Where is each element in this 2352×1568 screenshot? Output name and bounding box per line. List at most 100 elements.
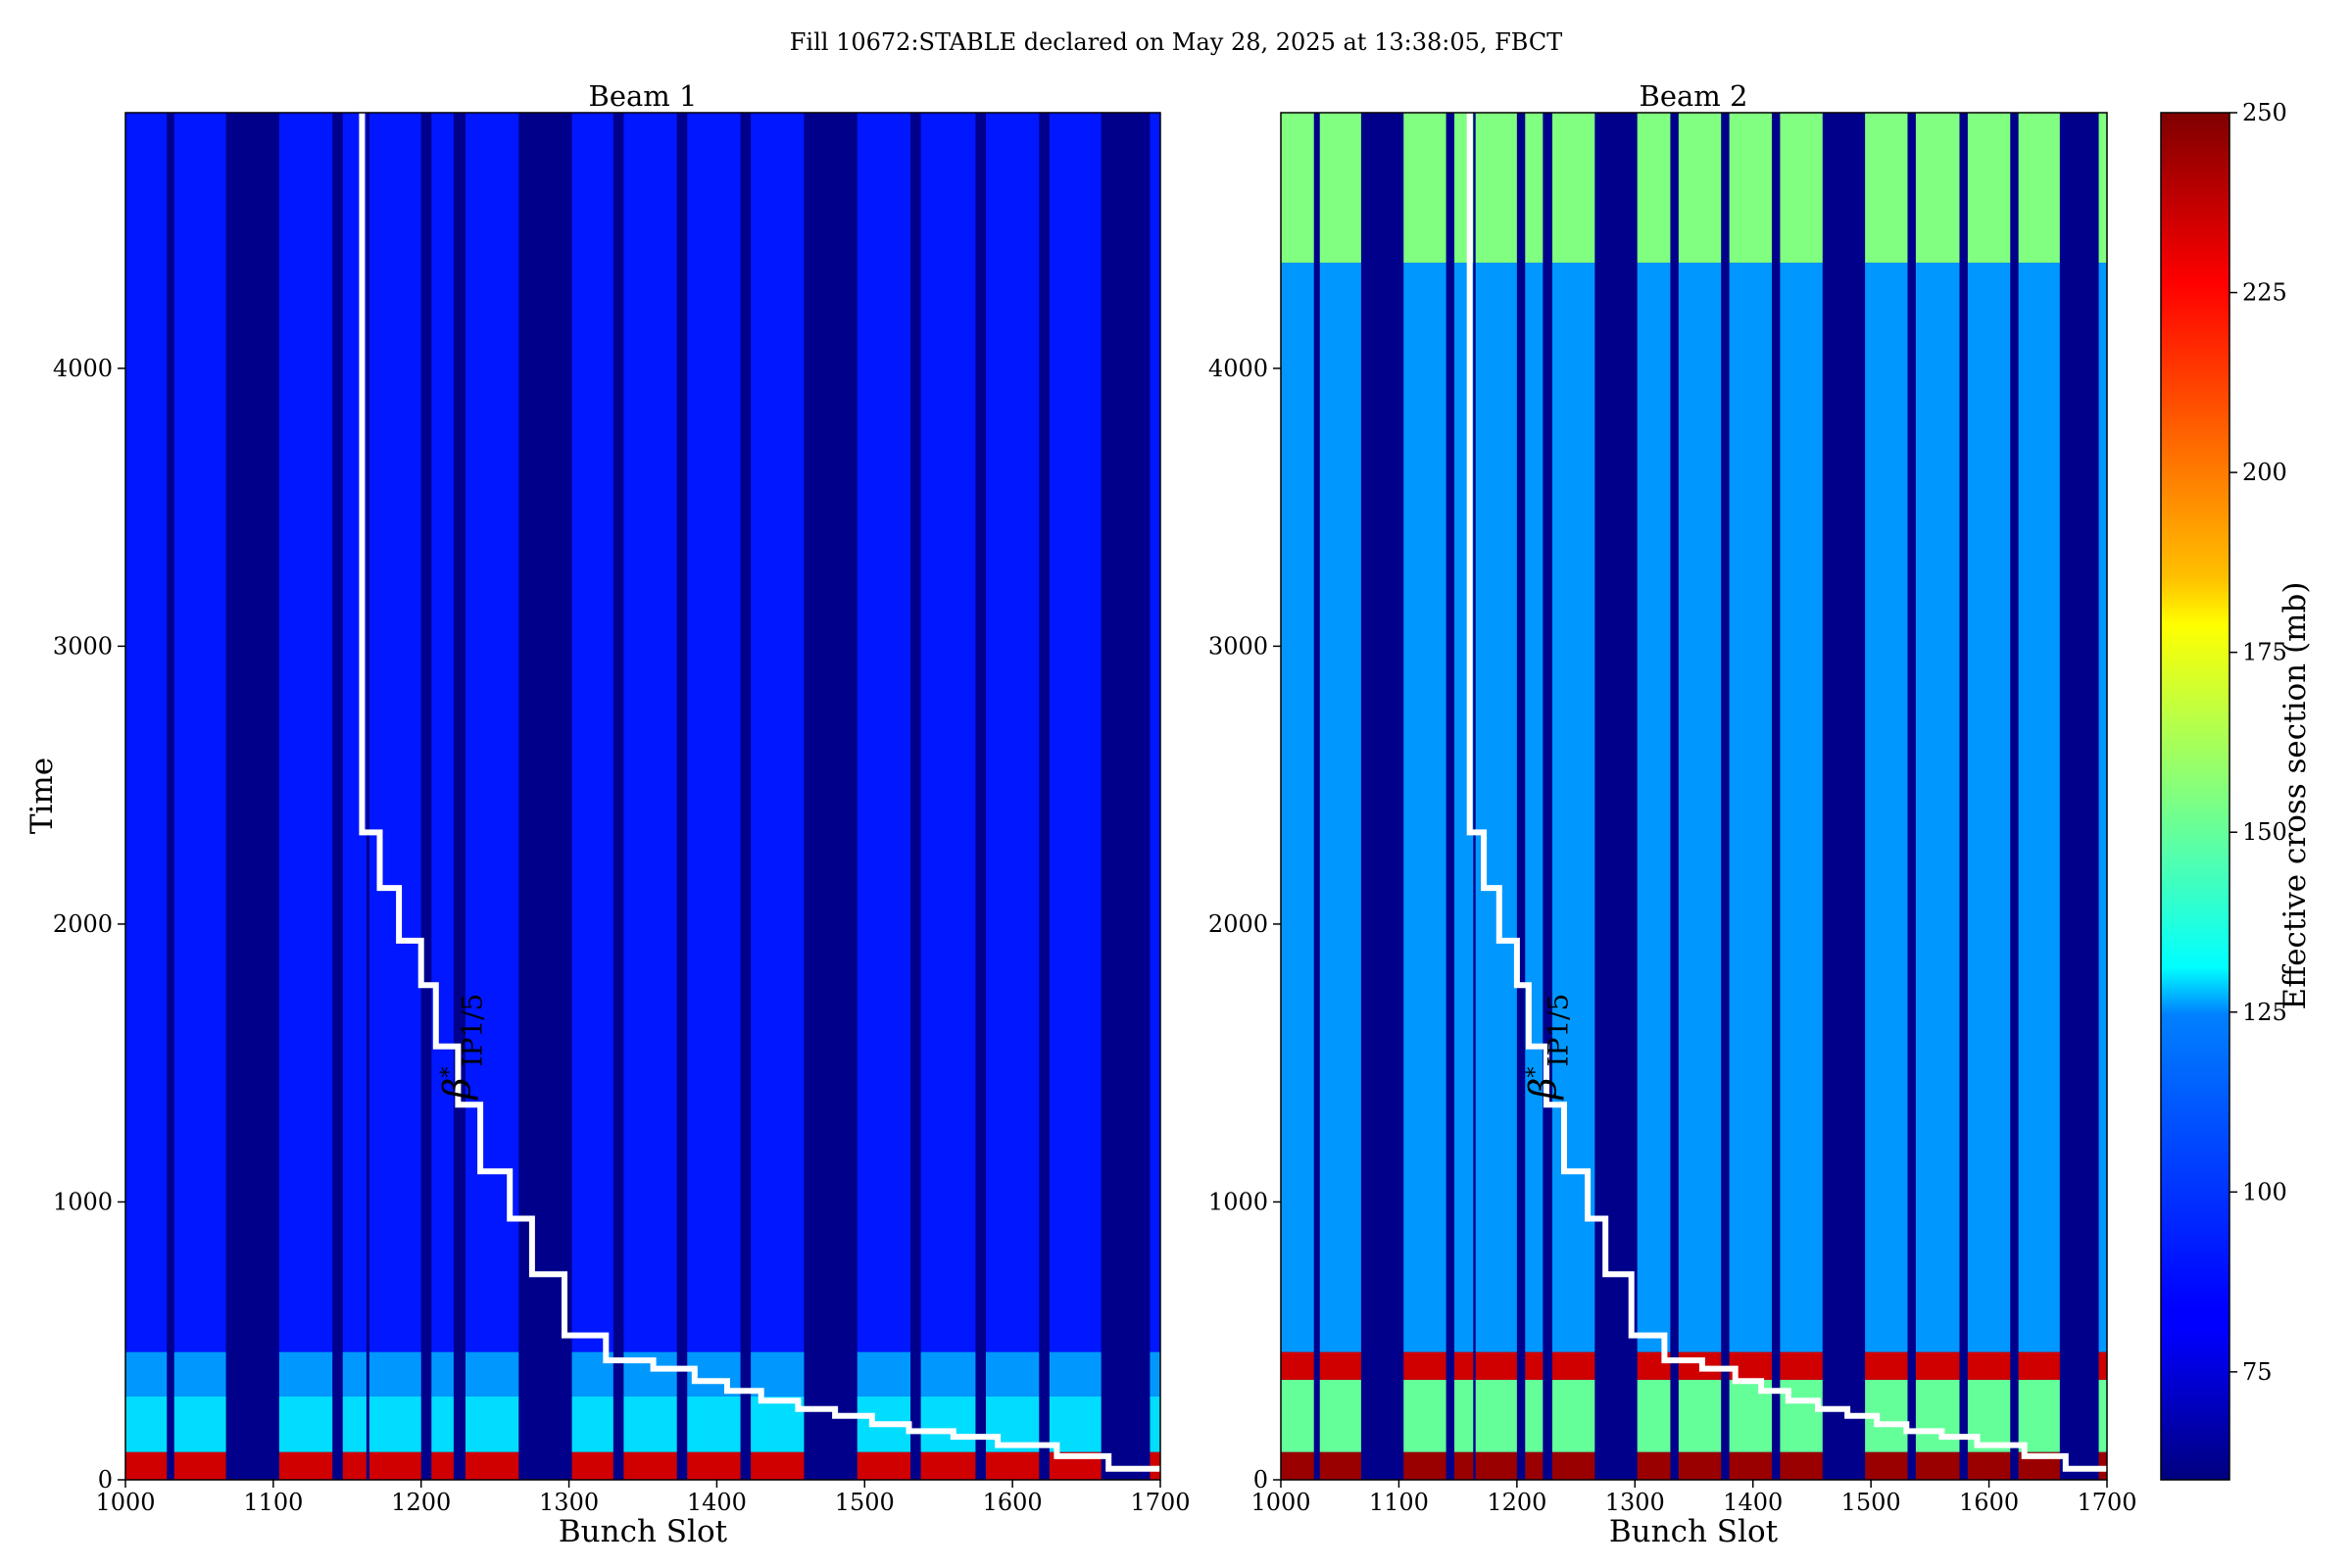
heatmap-cell [1403, 263, 1446, 1352]
x-ticks-beam-1: 1000 1100 1200 1300 1400 1500 1600 1700 [95, 1480, 1191, 1516]
colorbar-tick-label: 225 [2242, 279, 2287, 307]
heatmap-cell [1319, 263, 1361, 1352]
heatmap-cell [2018, 113, 2060, 264]
heatmap-cell [1551, 1351, 1595, 1380]
heatmap-cell [2018, 263, 2060, 1352]
heatmap-cell [368, 113, 421, 1352]
axes-title-beam-2: Beam 2 [1640, 79, 1748, 113]
x-ticks-beam-2: 1000 1100 1200 1300 1400 1500 1600 1700 [1250, 1480, 2137, 1516]
heatmap-cell [173, 113, 226, 1352]
heatmap-cell [1150, 1396, 1160, 1452]
x-tick-label: 1400 [1723, 1489, 1783, 1516]
colorbar-label: Effective cross section (mb) [2278, 582, 2313, 1010]
heatmap-cell [431, 1351, 454, 1396]
heatmap-cell [1403, 113, 1446, 264]
beta-star-symbol: β [1522, 1078, 1565, 1102]
heatmap-cell [1915, 113, 1960, 264]
y-tick-label: 2000 [1208, 910, 1268, 938]
heatmap-cell [920, 1351, 976, 1396]
beta-star-line-beam-2 [1466, 113, 2107, 1472]
heatmap-cell [1678, 1451, 1722, 1480]
x-tick-label: 1200 [391, 1489, 451, 1516]
beta-star-label-beam-1: β*IP1/5 [435, 994, 488, 1102]
x-tick-label: 1100 [243, 1489, 303, 1516]
heatmap-cell [857, 113, 911, 1352]
heatmap-cell [1967, 1379, 2011, 1452]
heatmap-cell [1967, 1351, 2011, 1380]
heatmap-cell [623, 1451, 677, 1480]
heatmap-cell [1637, 113, 1671, 264]
heatmap-cell [1475, 263, 1517, 1352]
x-tick-label: 1600 [983, 1489, 1043, 1516]
colorbar-tick-label: 75 [2242, 1358, 2273, 1386]
heatmap-cell [1865, 1351, 1908, 1380]
heatmap-cell [1475, 1451, 1517, 1480]
heatmap-cell [431, 1451, 454, 1480]
heatmap-cell [2098, 113, 2107, 264]
y-tick-label: 0 [1253, 1466, 1268, 1494]
heatmap-cell [1637, 1451, 1671, 1480]
heatmap-cell [1319, 113, 1361, 264]
y-ticks-beam-2: 0 1000 2000 3000 4000 [1208, 355, 1281, 1494]
heatmap-cell [1475, 1351, 1517, 1380]
colorbar-tick-label: 150 [2242, 818, 2287, 846]
colorbar-tick-label: 100 [2242, 1178, 2287, 1205]
heatmap-cell [465, 1396, 519, 1452]
heatmap-cell [1780, 113, 1823, 264]
colorbar-tick-label: 125 [2242, 999, 2287, 1026]
colorbar-ticks: 75 100 125 150 175 200 225 250 [2230, 99, 2287, 1386]
heatmap-cell [2098, 1379, 2107, 1452]
figure-suptitle: Fill 10672:STABLE declared on May 28, 20… [790, 28, 1562, 56]
axes-frame-beam-1 [124, 112, 1161, 1481]
beta-star-line-beam-1 [359, 113, 1160, 1472]
heatmap-cell [1475, 1379, 1517, 1452]
heatmap-cell [2018, 1351, 2060, 1380]
x-tick-label: 1300 [1605, 1489, 1665, 1516]
y-tick-label: 4000 [53, 355, 113, 382]
heatmap-cell [1150, 113, 1160, 1352]
heatmap-cell [751, 1396, 805, 1452]
heatmap-cell [1729, 1451, 1772, 1480]
y-tick-label: 1000 [1208, 1188, 1268, 1215]
heatmap-cell [571, 113, 613, 1352]
y-tick-label: 3000 [1208, 632, 1268, 660]
beta-star-label-beam-2: β*IP1/5 [1522, 994, 1575, 1102]
heatmap-cell [1915, 1379, 1960, 1452]
panel-beam-2: β*IP1/5 1000 1100 1200 1300 1400 1500 1600 1700… [1208, 79, 2137, 1549]
heatmap-cell [1678, 263, 1722, 1352]
heatmap-cell [278, 1451, 333, 1480]
heatmap-cell [985, 1351, 1040, 1396]
heatmap-cell [857, 1451, 911, 1480]
heatmap-cell [125, 1451, 168, 1480]
x-tick-label: 1600 [1959, 1489, 2019, 1516]
heatmap-cell [1403, 1451, 1446, 1480]
heatmap-cell [1729, 113, 1772, 264]
heatmap-cell [431, 1396, 454, 1452]
heatmap-cell [1967, 263, 2011, 1352]
heatmap-cell [1865, 1451, 1908, 1480]
y-tick-label: 4000 [1208, 355, 1268, 382]
heatmap-cell [1281, 113, 1314, 264]
heatmap-cell [571, 1396, 613, 1452]
beta-star-symbol: β [435, 1078, 478, 1102]
heatmap-cell [751, 1451, 805, 1480]
heatmap-cell [985, 1451, 1040, 1480]
heatmap-cell [125, 113, 168, 1352]
heatmap-cell [465, 113, 519, 1352]
beta-star-superscript: * [1524, 1067, 1548, 1078]
heatmap-cell [1865, 263, 1908, 1352]
heatmap-cell [1729, 263, 1772, 1352]
heatmap-cell [1281, 1379, 1314, 1452]
heatmap-cell [1780, 263, 1823, 1352]
heatmap-cell [1637, 263, 1671, 1352]
heatmap-cell [1049, 113, 1102, 1352]
heatmap-cell [1551, 113, 1595, 264]
heatmap-cell [687, 1451, 741, 1480]
heatmap-cell [1454, 1451, 1474, 1480]
heatmap-cell [173, 1451, 226, 1480]
heatmap-cell [1049, 1351, 1102, 1396]
heatmap-cell [431, 113, 454, 1352]
heatmap-cell [857, 1351, 911, 1396]
heatmap-cell [623, 113, 677, 1352]
heatmap-cell [1403, 1351, 1446, 1380]
